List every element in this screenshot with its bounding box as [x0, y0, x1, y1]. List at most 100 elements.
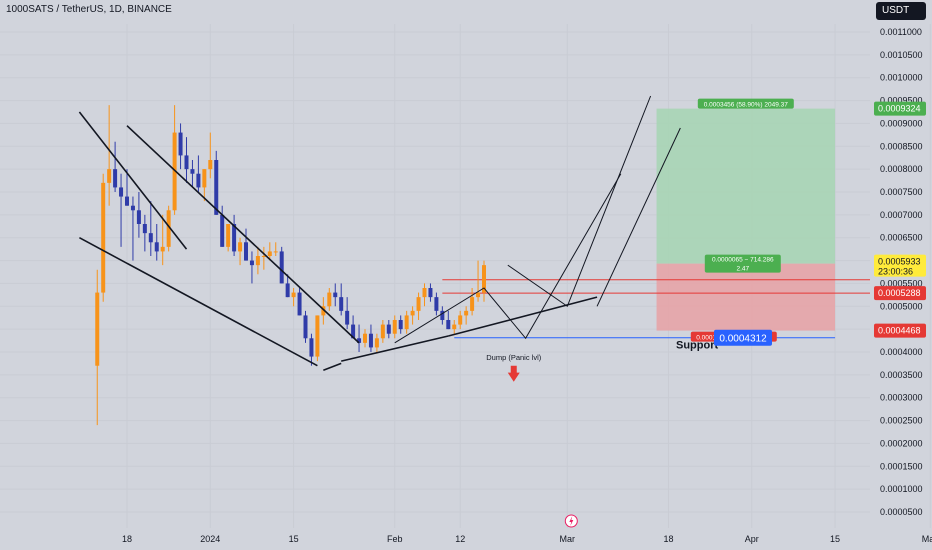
- support-label: Support: [676, 340, 718, 352]
- candle-body: [327, 292, 332, 307]
- y-tick-label: 0.0002500: [880, 416, 923, 426]
- countdown-text: 23:00:36: [878, 267, 913, 277]
- candle-body: [142, 224, 147, 234]
- candles-layer: [95, 105, 486, 426]
- trendline: [448, 296, 598, 337]
- candle-body: [261, 256, 266, 257]
- position-zones: [656, 108, 836, 331]
- candle-body: [178, 132, 183, 156]
- projection-path: [507, 95, 652, 308]
- lightning-bolt-icon: [569, 516, 574, 526]
- candle-body: [386, 324, 391, 334]
- entry-label-box: [704, 254, 781, 273]
- candle-body: [482, 265, 486, 293]
- candle-body: [238, 242, 243, 252]
- candle-body: [136, 210, 141, 224]
- candle-body: [398, 320, 403, 330]
- candle-body: [345, 310, 350, 325]
- candle-body: [392, 320, 397, 334]
- entry-label-line1: 0.0000065 − 714.286: [712, 257, 774, 264]
- trendlines-layer: [78, 95, 681, 372]
- candle-body: [374, 338, 379, 348]
- candle-body: [476, 292, 481, 298]
- candle-body: [279, 251, 284, 284]
- currency-selector-button[interactable]: USDT: [876, 2, 926, 20]
- candle-body: [446, 320, 451, 330]
- candle-body: [422, 288, 427, 298]
- candle-body: [452, 324, 457, 330]
- trendline: [126, 125, 360, 344]
- current-price-badge: [874, 254, 926, 277]
- y-tick-label: 0.0010500: [880, 50, 923, 60]
- y-tick-label: 0.0002000: [880, 438, 923, 448]
- trendline: [323, 362, 342, 372]
- candle-body: [196, 173, 201, 188]
- candle-body: [172, 132, 177, 211]
- y-tick-label: 0.0009000: [880, 118, 923, 128]
- candle-body: [232, 224, 237, 252]
- candle-body: [285, 283, 290, 298]
- projection-path: [596, 127, 681, 307]
- y-tick-label: 0.0001000: [880, 484, 923, 494]
- target-label: 0.0003456 (58.90%) 2049.37: [704, 102, 789, 109]
- y-tick-label: 0.0003500: [880, 370, 923, 380]
- y-tick-label: 0.0000500: [880, 507, 923, 517]
- x-tick-label: 18: [663, 534, 673, 544]
- x-tick-label: Apr: [745, 534, 759, 544]
- x-tick-label: 15: [289, 534, 299, 544]
- candle-body: [434, 297, 439, 311]
- candle-body: [351, 324, 356, 339]
- x-tick-label: Mar: [560, 534, 576, 544]
- candle-body: [166, 210, 171, 247]
- symbol-title: 1000SATS / TetherUS, 1D, BINANCE: [6, 4, 172, 15]
- candle-body: [255, 256, 260, 266]
- projection-path: [394, 173, 622, 344]
- y-tick-label: 0.0007000: [880, 210, 923, 220]
- target-zone: [656, 108, 836, 264]
- candle-body: [119, 187, 124, 197]
- price-badge: [874, 323, 926, 338]
- time-axis[interactable]: 18 2024 15 Feb 12 Mar 18 Apr 15 May: [122, 514, 932, 544]
- y-tick-label: 0.0011000: [880, 27, 922, 37]
- price-badge: [874, 101, 926, 116]
- candle-body: [380, 324, 385, 339]
- candle-body: [154, 242, 159, 252]
- y-tick-label: 0.0003000: [880, 393, 923, 403]
- y-tick-label: 0.0010000: [880, 73, 923, 83]
- candle-body: [226, 224, 231, 247]
- candle-body: [303, 315, 308, 339]
- candle-body: [184, 155, 189, 170]
- price-axis[interactable]: 0.00110000.00105000.00100000.00095000.00…: [874, 27, 926, 517]
- candle-body: [410, 310, 415, 316]
- trendline: [78, 111, 188, 250]
- x-tick-label: Feb: [387, 534, 403, 544]
- drawing-labels: 0.0003456 (58.90%) 2049.37 0.0000065 − 71…: [486, 98, 794, 382]
- y-tick-label: 0.0005500: [880, 278, 923, 288]
- candle-body: [113, 169, 118, 188]
- candle-body: [190, 169, 195, 174]
- entry-label-line2: 2.47: [736, 266, 749, 273]
- candle-body: [220, 214, 225, 247]
- candle-body: [363, 333, 367, 343]
- y-tick-label: 0.0006500: [880, 233, 923, 243]
- x-tick-label: 18: [122, 534, 132, 544]
- candle-body: [440, 310, 445, 320]
- stop-zone: [656, 263, 836, 331]
- price-badge-text: 0.0009324: [878, 104, 921, 114]
- candle-body: [107, 169, 112, 183]
- candle-body: [357, 338, 362, 343]
- candle-body: [244, 242, 248, 261]
- candle-body: [339, 297, 344, 311]
- trendline: [79, 237, 318, 367]
- candle-body: [333, 292, 338, 298]
- y-tick-label: 0.0009500: [880, 96, 923, 106]
- price-badge-text: 0.0005288: [878, 288, 921, 298]
- y-tick-label: 0.0001500: [880, 461, 923, 471]
- candle-body: [160, 246, 165, 252]
- candle-body: [428, 288, 433, 298]
- candle-body: [458, 315, 463, 325]
- current-price-text: 0.0005933: [878, 257, 921, 267]
- x-tick-label: 2024: [200, 534, 220, 544]
